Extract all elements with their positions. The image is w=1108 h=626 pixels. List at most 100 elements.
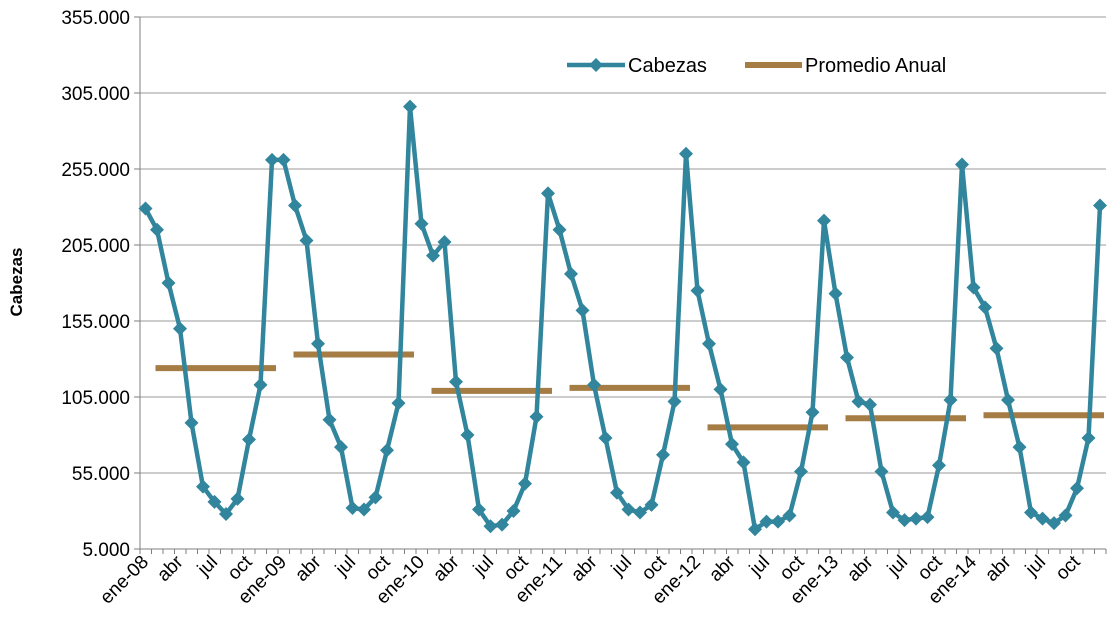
- x-tick-label: abr: [705, 551, 740, 586]
- cabezas-point: [1093, 198, 1107, 213]
- x-tick-label: abr: [291, 551, 326, 586]
- cabezas-point: [426, 248, 440, 263]
- cabezas-point: [184, 415, 199, 430]
- cabezas-point: [817, 213, 831, 228]
- cabezas-point: [1047, 516, 1061, 531]
- cabezas-point: [587, 377, 601, 392]
- cabezas-point: [472, 502, 486, 517]
- cabezas-point: [886, 505, 900, 520]
- legend: Cabezas Promedio Anual: [567, 55, 946, 77]
- x-tick-label: jul: [331, 552, 360, 581]
- cabezas-point: [828, 286, 843, 301]
- cabezas-point: [357, 502, 371, 517]
- x-tick-label: jul: [745, 552, 774, 581]
- x-tick-label: jul: [1021, 552, 1050, 581]
- x-tick-label: jul: [607, 552, 636, 581]
- legend-cabezas-label: Cabezas: [628, 55, 707, 77]
- cabezas-point: [311, 336, 325, 351]
- cabezas-point: [1081, 431, 1096, 446]
- cabezas-point: [495, 517, 509, 532]
- y-tick-label: 205.000: [61, 236, 130, 257]
- cabezas-point: [644, 497, 659, 512]
- cabezas-point: [265, 152, 279, 167]
- cabezas-point: [656, 447, 670, 462]
- cabezas-point: [1024, 505, 1038, 520]
- cabezas-point: [219, 507, 233, 522]
- cabezas-point: [1035, 511, 1050, 526]
- cabezas-point: [334, 440, 348, 455]
- cabezas-point: [702, 336, 716, 351]
- cabezas-point: [748, 522, 762, 537]
- cabezas-point: [725, 437, 739, 452]
- x-tick-label: abr: [567, 551, 602, 586]
- cabezas-point: [173, 321, 187, 336]
- x-tick-label: abr: [843, 551, 878, 586]
- cabezas-point: [943, 393, 958, 408]
- y-tick-label: 55.000: [72, 464, 130, 485]
- y-tick-label: 5.000: [82, 540, 130, 561]
- y-axis-label: Cabezas: [7, 248, 26, 317]
- cabezas-point: [230, 491, 245, 506]
- cabezas-point: [380, 443, 394, 458]
- cabezas-point: [874, 464, 889, 479]
- cabezas-point: [621, 502, 636, 517]
- cabezas-point: [288, 198, 302, 213]
- legend-cabezas-marker: [589, 58, 603, 72]
- cabezas-point: [322, 412, 337, 427]
- cabezas-point: [598, 431, 613, 446]
- gridlines: [140, 16, 1106, 474]
- cabezas-point: [253, 377, 268, 392]
- legend-promedio-label: Promedio Anual: [805, 55, 946, 77]
- cabezas-point: [1001, 393, 1015, 408]
- cabezas-point: [161, 276, 176, 290]
- cabezas-point: [909, 511, 923, 526]
- cabezas-point: [851, 394, 866, 409]
- x-tick-label: jul: [883, 552, 912, 581]
- cabezas-point: [506, 504, 521, 518]
- x-tick-label: oct: [1052, 551, 1085, 584]
- cabezas-point: [794, 464, 808, 479]
- cabezas-point: [759, 514, 774, 529]
- cabezas-point: [782, 508, 797, 523]
- cabezas-point: [368, 490, 383, 505]
- cabezas-point: [437, 234, 452, 249]
- cabezas-point: [403, 99, 417, 114]
- cabezas-point: [920, 510, 935, 525]
- cabezas-point: [633, 505, 647, 520]
- cabezas-point: [966, 280, 981, 295]
- x-tick-label: abr: [981, 551, 1016, 586]
- cabezas-point: [299, 233, 314, 248]
- cabezas-series: [138, 99, 1107, 537]
- cabezas-point: [449, 374, 463, 389]
- cabezas-point: [391, 396, 406, 411]
- cabezas-point: [610, 485, 624, 500]
- cabezas-point: [150, 222, 164, 237]
- cabezas-line: [143, 104, 1103, 532]
- cabezas-point: [564, 266, 578, 281]
- cabezas-point: [541, 186, 555, 201]
- cabezas-point: [736, 455, 751, 470]
- cabezas-point: [138, 201, 153, 216]
- cabezas-point: [805, 405, 820, 420]
- y-tick-label: 155.000: [61, 312, 130, 333]
- cabezas-point: [575, 303, 590, 318]
- cabezas-point: [667, 394, 682, 409]
- cabezas-point: [989, 341, 1004, 356]
- y-tick-label: 355.000: [61, 8, 130, 29]
- cabezas-point: [460, 428, 475, 442]
- x-tick-label: jul: [469, 552, 498, 581]
- cabezas-point: [679, 146, 693, 161]
- y-tick-label: 105.000: [61, 388, 130, 409]
- axes: [134, 16, 1107, 554]
- y-tick-labels: 5.000 55.000 105.000 155.000 205.000 255.000 3…: [61, 8, 130, 561]
- cabezas-point: [529, 409, 544, 424]
- cabezas-point: [345, 500, 360, 515]
- cabezas-point: [978, 300, 992, 315]
- cabezas-point: [771, 514, 785, 529]
- x-tick-label: jul: [193, 552, 222, 581]
- cabezas-point: [414, 216, 429, 231]
- cabezas-point: [690, 283, 705, 298]
